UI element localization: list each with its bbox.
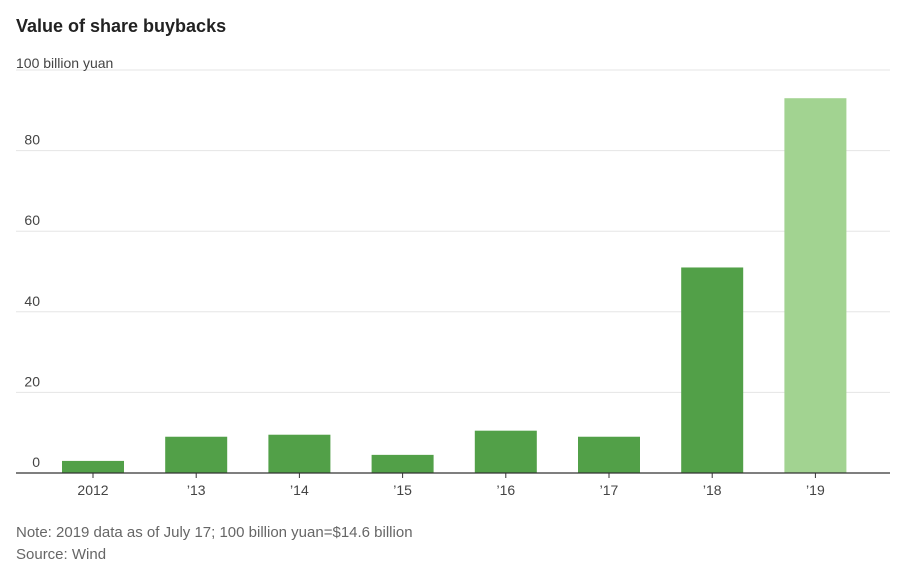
y-axis-unit-label: 100 billion yuan <box>16 55 113 71</box>
bar-4 <box>474 430 537 473</box>
y-tick-label: 40 <box>24 293 40 309</box>
chart-note: Note: 2019 data as of July 17; 100 billi… <box>16 524 413 541</box>
bars <box>62 98 847 474</box>
axes: 0 20 40 60 80 2012 ’13 ’14 ’15 ’16 ’17 ’18 ’19 <box>16 132 890 498</box>
bar-1 <box>165 436 228 473</box>
bar-7 <box>784 98 847 474</box>
x-tick-label: 2012 <box>77 482 108 498</box>
x-tick-label: ’15 <box>393 482 412 498</box>
x-tick-label: ’17 <box>600 482 619 498</box>
x-tick-label: ’19 <box>806 482 825 498</box>
gridlines <box>16 69 890 393</box>
bar-5 <box>578 436 640 473</box>
bar-3 <box>371 454 434 473</box>
y-tick-label: 20 <box>24 373 40 389</box>
bar-0 <box>62 460 124 473</box>
bar-6 <box>681 267 744 473</box>
y-tick-label: 80 <box>24 132 40 148</box>
x-tick-label: ’16 <box>496 482 515 498</box>
chart-title: Value of share buybacks <box>16 16 227 36</box>
y-tick-label: 60 <box>24 212 40 228</box>
x-tick-label: ’13 <box>187 482 206 498</box>
x-tick-label: ’18 <box>703 482 722 498</box>
x-tick-label: ’14 <box>290 482 309 498</box>
y-tick-label: 0 <box>32 454 40 470</box>
chart-source: Source: Wind <box>16 546 107 563</box>
bar-2 <box>268 434 331 473</box>
